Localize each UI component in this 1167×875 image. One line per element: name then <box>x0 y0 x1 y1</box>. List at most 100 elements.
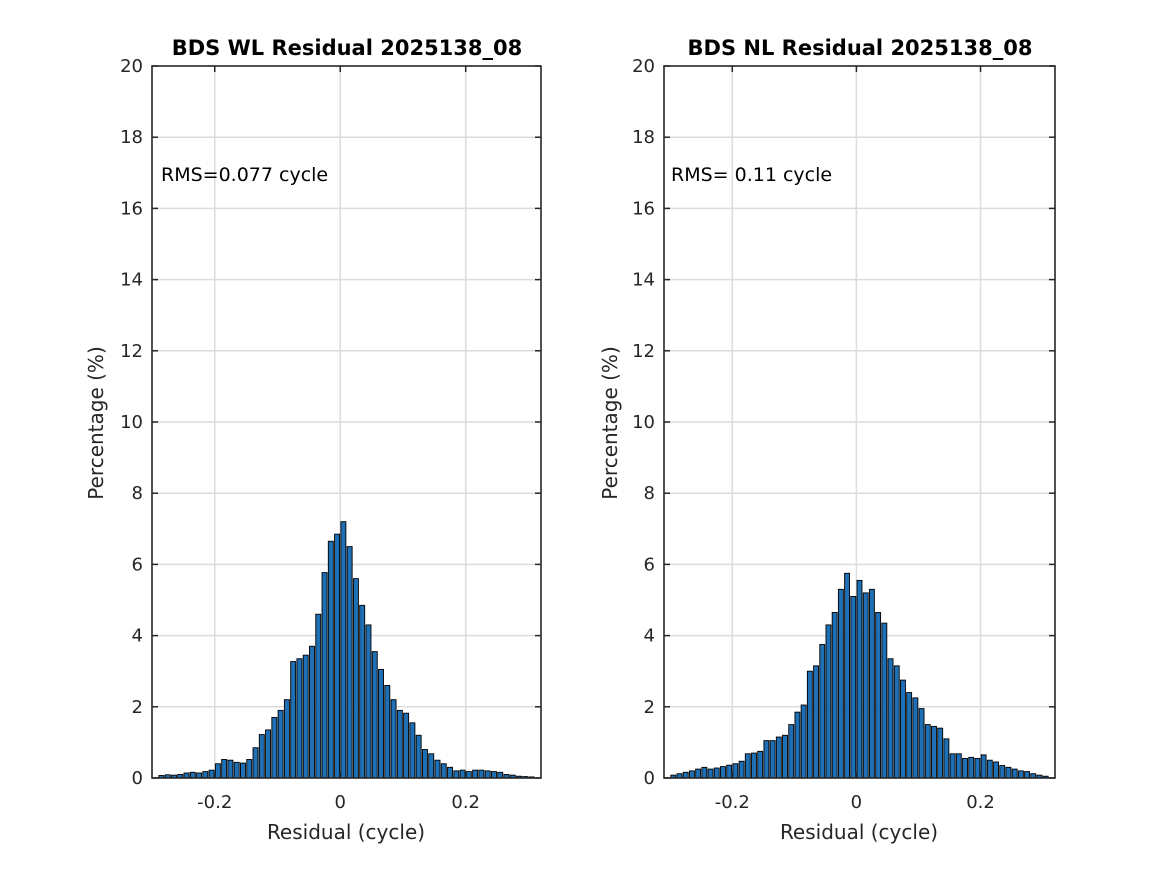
histogram-bar <box>283 699 290 779</box>
histogram-bar <box>296 658 303 779</box>
histogram-bar <box>943 738 950 779</box>
y-tick-label: 12 <box>120 341 143 362</box>
histogram-bar <box>949 753 956 779</box>
histogram-bar <box>403 712 410 779</box>
histogram-bar <box>453 770 460 779</box>
histogram-bar <box>371 651 378 779</box>
histogram-bar <box>782 734 788 779</box>
y-axis-label: Percentage (%) <box>84 346 108 499</box>
histogram-bar <box>955 753 962 779</box>
histogram-bar <box>881 622 888 779</box>
histogram-bar <box>918 708 925 779</box>
histogram-bar <box>214 763 221 779</box>
y-tick-label: 0 <box>132 768 143 789</box>
histogram-bar <box>315 613 322 779</box>
y-tick-label: 4 <box>644 626 655 647</box>
histogram-bar <box>365 624 372 779</box>
histogram-bar <box>850 595 857 779</box>
histogram-bar <box>258 734 265 779</box>
histogram-bar <box>233 761 240 779</box>
histogram-bar <box>707 768 714 779</box>
histogram-bar <box>887 658 894 779</box>
y-tick-label: 12 <box>632 341 655 362</box>
y-tick-label: 2 <box>132 697 143 718</box>
histogram-bar <box>794 711 801 779</box>
histogram-bar <box>738 760 745 779</box>
histogram-bar <box>1017 770 1024 779</box>
y-tick-label: 16 <box>632 198 655 219</box>
x-axis-label: Residual (cycle) <box>780 820 938 844</box>
y-tick-label: 4 <box>132 626 143 647</box>
histogram-bar <box>221 759 228 779</box>
chart-title: BDS WL Residual 2025138_08 <box>172 36 523 60</box>
histogram-bar <box>856 579 863 779</box>
histogram-bar <box>227 759 234 779</box>
x-tick-label: -0.2 <box>715 792 750 813</box>
histogram-bar <box>744 753 751 779</box>
histogram-bar <box>800 704 807 779</box>
histogram-bar <box>906 692 913 779</box>
histogram-bar <box>806 670 813 779</box>
histogram-bar <box>912 697 919 779</box>
histogram-bar <box>327 540 334 779</box>
y-tick-label: 20 <box>632 56 655 77</box>
histogram-bar <box>390 699 397 779</box>
histogram-bar <box>440 763 447 779</box>
y-tick-label: 2 <box>644 697 655 718</box>
histogram-bar <box>751 752 757 779</box>
histogram-bar <box>384 684 391 779</box>
histogram-bar <box>246 759 253 779</box>
histogram-bar <box>359 604 366 779</box>
histogram-bar <box>409 722 416 779</box>
nl-residual-panel: 0 2 4 6 8 10 12 14 16 18 20 -0.2 0 0.2 BDS NL Residua… <box>598 36 1056 844</box>
histogram-bar <box>277 709 284 779</box>
histogram-bar <box>937 727 944 779</box>
histogram-bar <box>688 770 695 779</box>
y-tick-label: 14 <box>120 270 143 291</box>
y-axis-label: Percentage (%) <box>598 346 622 499</box>
histogram-bar <box>993 761 999 779</box>
histogram-bar <box>701 766 708 779</box>
histogram-bar <box>240 762 246 779</box>
histogram-bar <box>862 592 869 779</box>
histogram-bar <box>428 753 435 779</box>
histogram-bar <box>415 734 422 779</box>
histogram-bar <box>309 645 315 779</box>
histogram-bar <box>302 654 309 779</box>
y-tick-label: 10 <box>632 412 655 433</box>
histogram-bar <box>900 679 906 779</box>
histogram-bar <box>825 624 832 779</box>
x-tick-label: 0 <box>851 792 862 813</box>
histogram-bar <box>986 759 993 779</box>
y-tick-label: 0 <box>644 768 655 789</box>
histogram-bar <box>980 754 987 779</box>
histogram-bar <box>378 668 384 779</box>
histogram-bar <box>968 756 975 779</box>
histogram-bar <box>490 771 497 779</box>
histogram-bar <box>208 769 215 779</box>
histogram-bar <box>974 757 981 779</box>
rms-annotation: RMS= 0.11 cycle <box>671 164 832 186</box>
y-tick-label: 8 <box>132 483 143 504</box>
histogram-bar <box>334 533 341 779</box>
histogram-bar <box>831 612 838 779</box>
histogram-bar <box>447 766 453 779</box>
histogram-bar <box>726 764 733 779</box>
histogram-bar <box>497 771 504 779</box>
histogram-bar <box>484 770 491 779</box>
histogram-bar <box>924 724 931 779</box>
y-tick-label: 10 <box>120 412 143 433</box>
x-tick-label: 0.2 <box>451 792 480 813</box>
rms-annotation: RMS=0.077 cycle <box>161 164 328 186</box>
y-tick-label: 20 <box>120 56 143 77</box>
x-axis-label: Residual (cycle) <box>267 820 425 844</box>
histogram-bar <box>1024 771 1031 779</box>
y-tick-label: 18 <box>120 127 143 148</box>
histogram-bar <box>346 546 353 779</box>
x-tick-label: -0.2 <box>197 792 232 813</box>
y-tick-label: 16 <box>120 198 143 219</box>
histogram-bar <box>720 766 726 779</box>
x-tick-label: 0.2 <box>966 792 995 813</box>
histogram-bar <box>837 588 844 779</box>
